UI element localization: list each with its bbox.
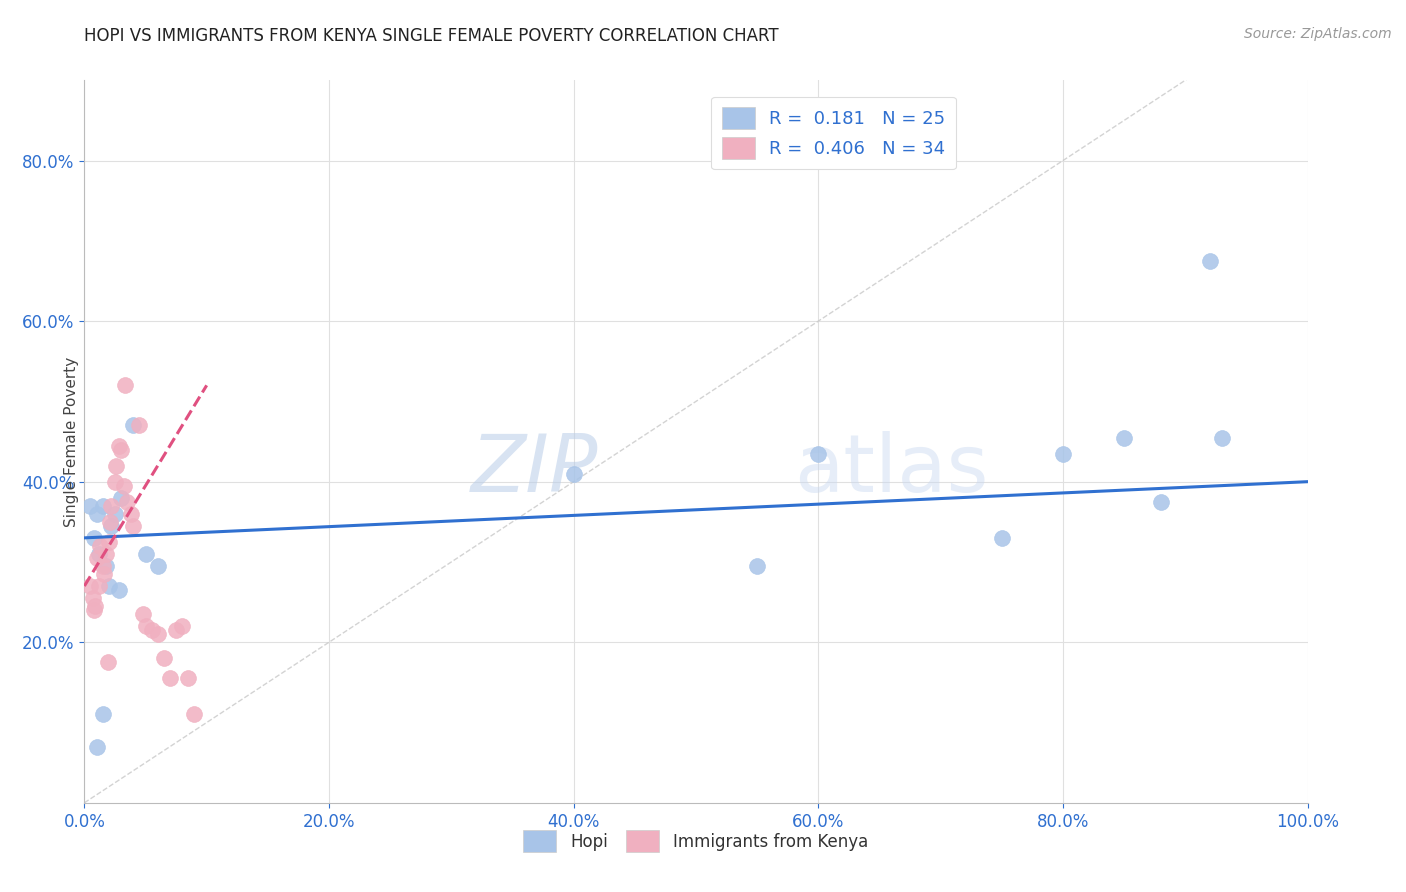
Point (83, 603, 105, 617)
Point (100, 518, 122, 533)
Text: Source: ZipAtlas.com: Source: ZipAtlas.com (1244, 27, 1392, 41)
Point (91, 499, 114, 513)
Text: atlas: atlas (794, 432, 988, 509)
Point (100, 499, 122, 513)
Text: HOPI VS IMMIGRANTS FROM KENYA SINGLE FEMALE POVERTY CORRELATION CHART: HOPI VS IMMIGRANTS FROM KENYA SINGLE FEM… (84, 27, 779, 45)
Point (110, 442, 132, 457)
Point (128, 418, 150, 433)
Point (120, 507, 142, 521)
Point (107, 583, 129, 598)
Point (104, 475, 127, 489)
Text: ZIP: ZIP (471, 432, 598, 509)
Point (87, 547, 110, 561)
Point (86, 550, 108, 566)
Point (91, 707, 114, 722)
Point (83, 531, 105, 545)
Point (97, 534, 120, 549)
Point (96, 558, 118, 574)
Point (86, 739, 108, 754)
Point (84, 599, 107, 614)
Point (1114, 430, 1136, 444)
Point (165, 623, 187, 637)
Point (122, 518, 145, 533)
Point (82, 591, 104, 605)
Point (146, 627, 169, 641)
Point (177, 671, 200, 685)
Point (98, 515, 121, 529)
Point (991, 531, 1014, 545)
Y-axis label: Single Female Poverty: Single Female Poverty (63, 357, 79, 526)
Point (89, 539, 111, 553)
Point (172, 619, 194, 633)
Point (132, 607, 155, 621)
Point (1150, 494, 1173, 508)
Point (96, 547, 118, 561)
Point (86, 507, 108, 521)
Point (115, 494, 138, 508)
Point (104, 507, 127, 521)
Point (807, 446, 830, 460)
Point (159, 671, 181, 685)
Point (107, 438, 129, 452)
Point (562, 467, 585, 481)
Point (122, 418, 145, 433)
Point (141, 623, 163, 637)
Point (97, 579, 120, 593)
Point (135, 547, 157, 561)
Point (1198, 253, 1220, 268)
Point (114, 378, 136, 392)
Point (105, 458, 128, 473)
Point (79, 499, 101, 513)
Point (146, 558, 169, 574)
Point (87, 579, 110, 593)
Point (112, 478, 135, 492)
Point (183, 707, 205, 722)
Point (79, 579, 101, 593)
Point (1211, 430, 1233, 444)
Legend: Hopi, Immigrants from Kenya: Hopi, Immigrants from Kenya (516, 822, 876, 859)
Point (1052, 446, 1074, 460)
Point (153, 651, 176, 665)
Point (135, 619, 157, 633)
Point (91, 558, 114, 574)
Point (747, 558, 769, 574)
Point (110, 491, 132, 505)
Point (97, 655, 120, 669)
Point (93, 567, 115, 582)
